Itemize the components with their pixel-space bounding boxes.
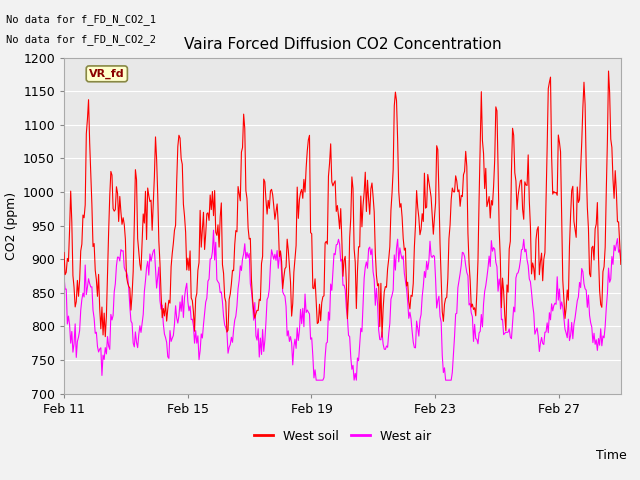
Text: No data for f_FD_N_CO2_2: No data for f_FD_N_CO2_2: [6, 34, 156, 45]
Text: Time: Time: [596, 449, 627, 462]
Title: Vaira Forced Diffusion CO2 Concentration: Vaira Forced Diffusion CO2 Concentration: [184, 37, 501, 52]
Legend: West soil, West air: West soil, West air: [249, 425, 436, 448]
Text: VR_fd: VR_fd: [89, 69, 125, 79]
Text: No data for f_FD_N_CO2_1: No data for f_FD_N_CO2_1: [6, 14, 156, 25]
Y-axis label: CO2 (ppm): CO2 (ppm): [4, 192, 17, 260]
